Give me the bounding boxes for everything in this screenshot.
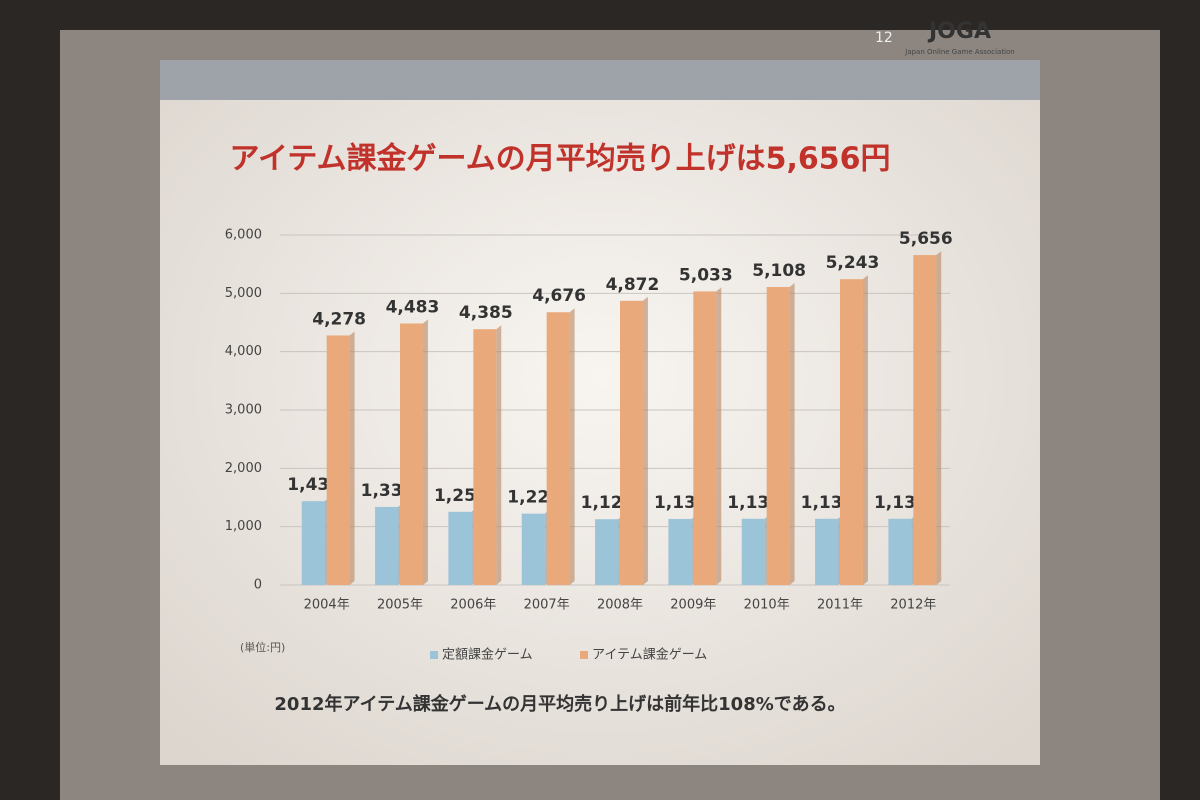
x-tick-label: 2010年 <box>744 598 790 613</box>
value-label: 4,483 <box>386 297 440 317</box>
bar <box>448 511 472 585</box>
bar-side-shade <box>862 275 868 585</box>
bar <box>815 518 838 585</box>
value-label: 5,656 <box>899 229 953 249</box>
bar <box>668 518 692 585</box>
x-tick-label: 2004年 <box>304 598 350 613</box>
bar-side-shade <box>936 251 942 586</box>
legend-label: 定額課金ゲーム <box>442 647 533 663</box>
bar-side-shade <box>349 331 355 585</box>
legend-swatch <box>430 651 438 659</box>
x-tick-label: 2005年 <box>377 598 423 613</box>
bar <box>301 501 325 585</box>
bar <box>913 255 937 586</box>
bar-side-shade <box>716 287 722 585</box>
bar <box>693 291 717 585</box>
y-tick-label: 4,000 <box>225 344 262 359</box>
bar <box>766 287 790 585</box>
bar <box>473 329 497 585</box>
x-tick-label: 2008年 <box>597 598 643 613</box>
y-tick-label: 0 <box>254 578 262 593</box>
x-tick-label: 2009年 <box>670 598 716 613</box>
value-label: 4,385 <box>459 303 513 323</box>
value-label: 5,243 <box>826 253 880 273</box>
bar <box>741 518 765 585</box>
bar-side-shade <box>569 308 575 585</box>
slide-header-band <box>160 60 1040 100</box>
bar <box>400 323 423 585</box>
value-label: 4,278 <box>312 309 366 329</box>
value-label: 4,676 <box>532 286 586 306</box>
bar <box>888 518 912 585</box>
y-tick-label: 3,000 <box>225 403 262 418</box>
x-tick-label: 2006年 <box>450 598 496 613</box>
bar <box>620 300 643 585</box>
chart-title: アイテム課金ゲームの月平均売り上げは5,656円 <box>230 142 891 177</box>
logo: JOGA <box>927 19 991 44</box>
footnote: 2012年アイテム課金ゲームの月平均売り上げは前年比108%である。 <box>274 693 845 715</box>
logo-subtitle: Japan Online Game Association <box>904 48 1014 56</box>
y-tick-label: 6,000 <box>225 228 262 243</box>
bar <box>375 506 398 585</box>
y-tick-label: 2,000 <box>225 461 262 476</box>
legend-swatch <box>580 651 588 659</box>
value-label: 5,033 <box>679 265 733 285</box>
value-label: 5,108 <box>752 261 806 281</box>
slide <box>160 60 1040 765</box>
bar <box>521 513 545 585</box>
bar <box>326 335 350 585</box>
bar-side-shade <box>496 325 502 585</box>
legend-label: アイテム課金ゲーム <box>592 647 707 663</box>
bar-side-shade <box>642 296 648 585</box>
bar <box>546 312 570 585</box>
unit-note: (単位:円) <box>240 640 285 654</box>
x-tick-label: 2011年 <box>817 598 863 613</box>
x-tick-label: 2012年 <box>890 598 936 613</box>
bar-side-shade <box>422 319 428 585</box>
value-label: 4,872 <box>606 275 660 295</box>
x-tick-label: 2007年 <box>524 598 570 613</box>
bar-side-shade <box>789 283 795 585</box>
bar <box>595 519 618 585</box>
y-tick-label: 1,000 <box>225 519 262 534</box>
slide-number: 12 <box>875 30 893 46</box>
bar <box>840 279 863 585</box>
y-tick-label: 5,000 <box>225 286 262 301</box>
